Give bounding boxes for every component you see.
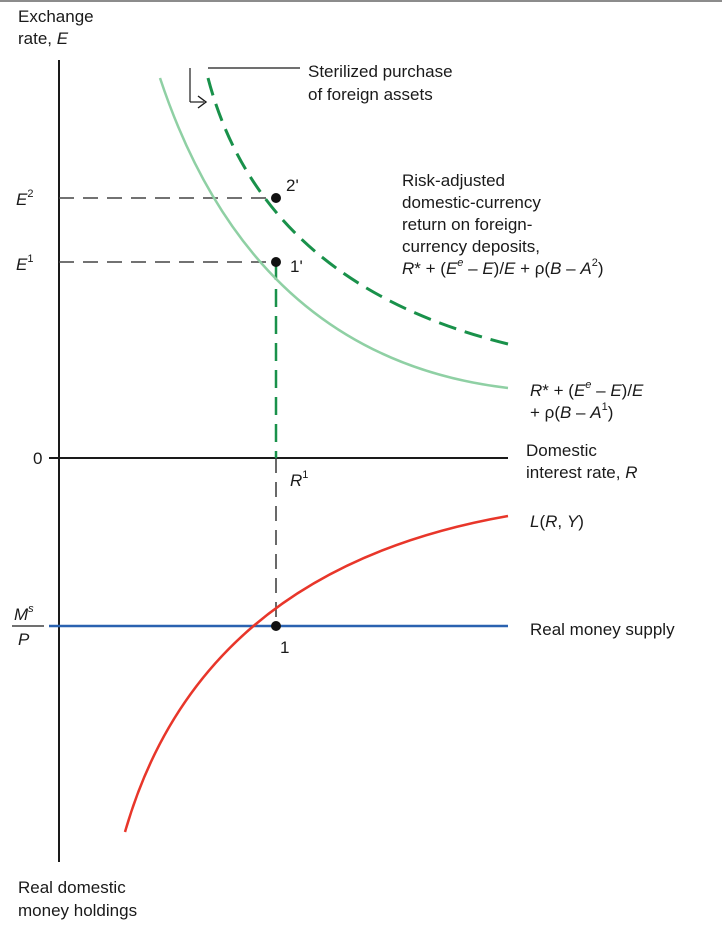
x-axis-title-line1: Domestic — [526, 441, 597, 460]
e2-label: E2 — [16, 188, 33, 209]
initial-curve-formula-line1: R* + (Ee – E)/E — [530, 379, 644, 400]
origin-label: 0 — [33, 449, 42, 468]
y-axis-title-line2: rate, E — [18, 29, 69, 48]
risk-adjusted-line1: Risk-adjusted — [402, 171, 505, 190]
point-2prime-dot — [271, 193, 281, 203]
bottom-axis-title-line1: Real domestic — [18, 878, 126, 897]
money-supply-label: Real money supply — [530, 620, 675, 639]
e1-label: E1 — [16, 253, 33, 274]
bottom-axis-title-line2: money holdings — [18, 901, 137, 920]
money-demand-curve — [123, 514, 509, 833]
initial-curve-formula-line2: + ρ(B – A1) — [530, 401, 613, 422]
shift-arrow-icon — [197, 95, 208, 109]
risk-adjusted-line4: currency deposits, — [402, 237, 540, 256]
point-1-dot — [271, 621, 281, 631]
point-2prime-label: 2' — [286, 176, 299, 195]
x-axis-title-line2: interest rate, R — [526, 463, 638, 482]
shifted-curve-formula: R* + (Ee – E)/E + ρ(B – A2) — [402, 257, 604, 278]
y-axis-title-line1: Exchange — [18, 7, 94, 26]
point-1prime-dot — [271, 257, 281, 267]
ms-denominator: P — [18, 630, 30, 649]
r1-label: R1 — [290, 469, 308, 490]
risk-adjusted-line3: return on foreign- — [402, 215, 532, 234]
risk-adjusted-line2: domestic-currency — [402, 193, 541, 212]
ms-over-p-label: Ms P — [12, 603, 44, 649]
ms-numerator: Ms — [14, 603, 34, 624]
point-1prime-label: 1' — [290, 257, 303, 276]
point-1-label: 1 — [280, 638, 289, 657]
risk-adjusted-return-curve-initial — [158, 77, 509, 390]
money-demand-label: L(R, Y) — [530, 512, 584, 531]
sterilized-purchase-line1: Sterilized purchase — [308, 62, 453, 81]
sterilized-purchase-line2: of foreign assets — [308, 85, 433, 104]
risk-adjusted-return-curve-shifted — [206, 77, 509, 346]
